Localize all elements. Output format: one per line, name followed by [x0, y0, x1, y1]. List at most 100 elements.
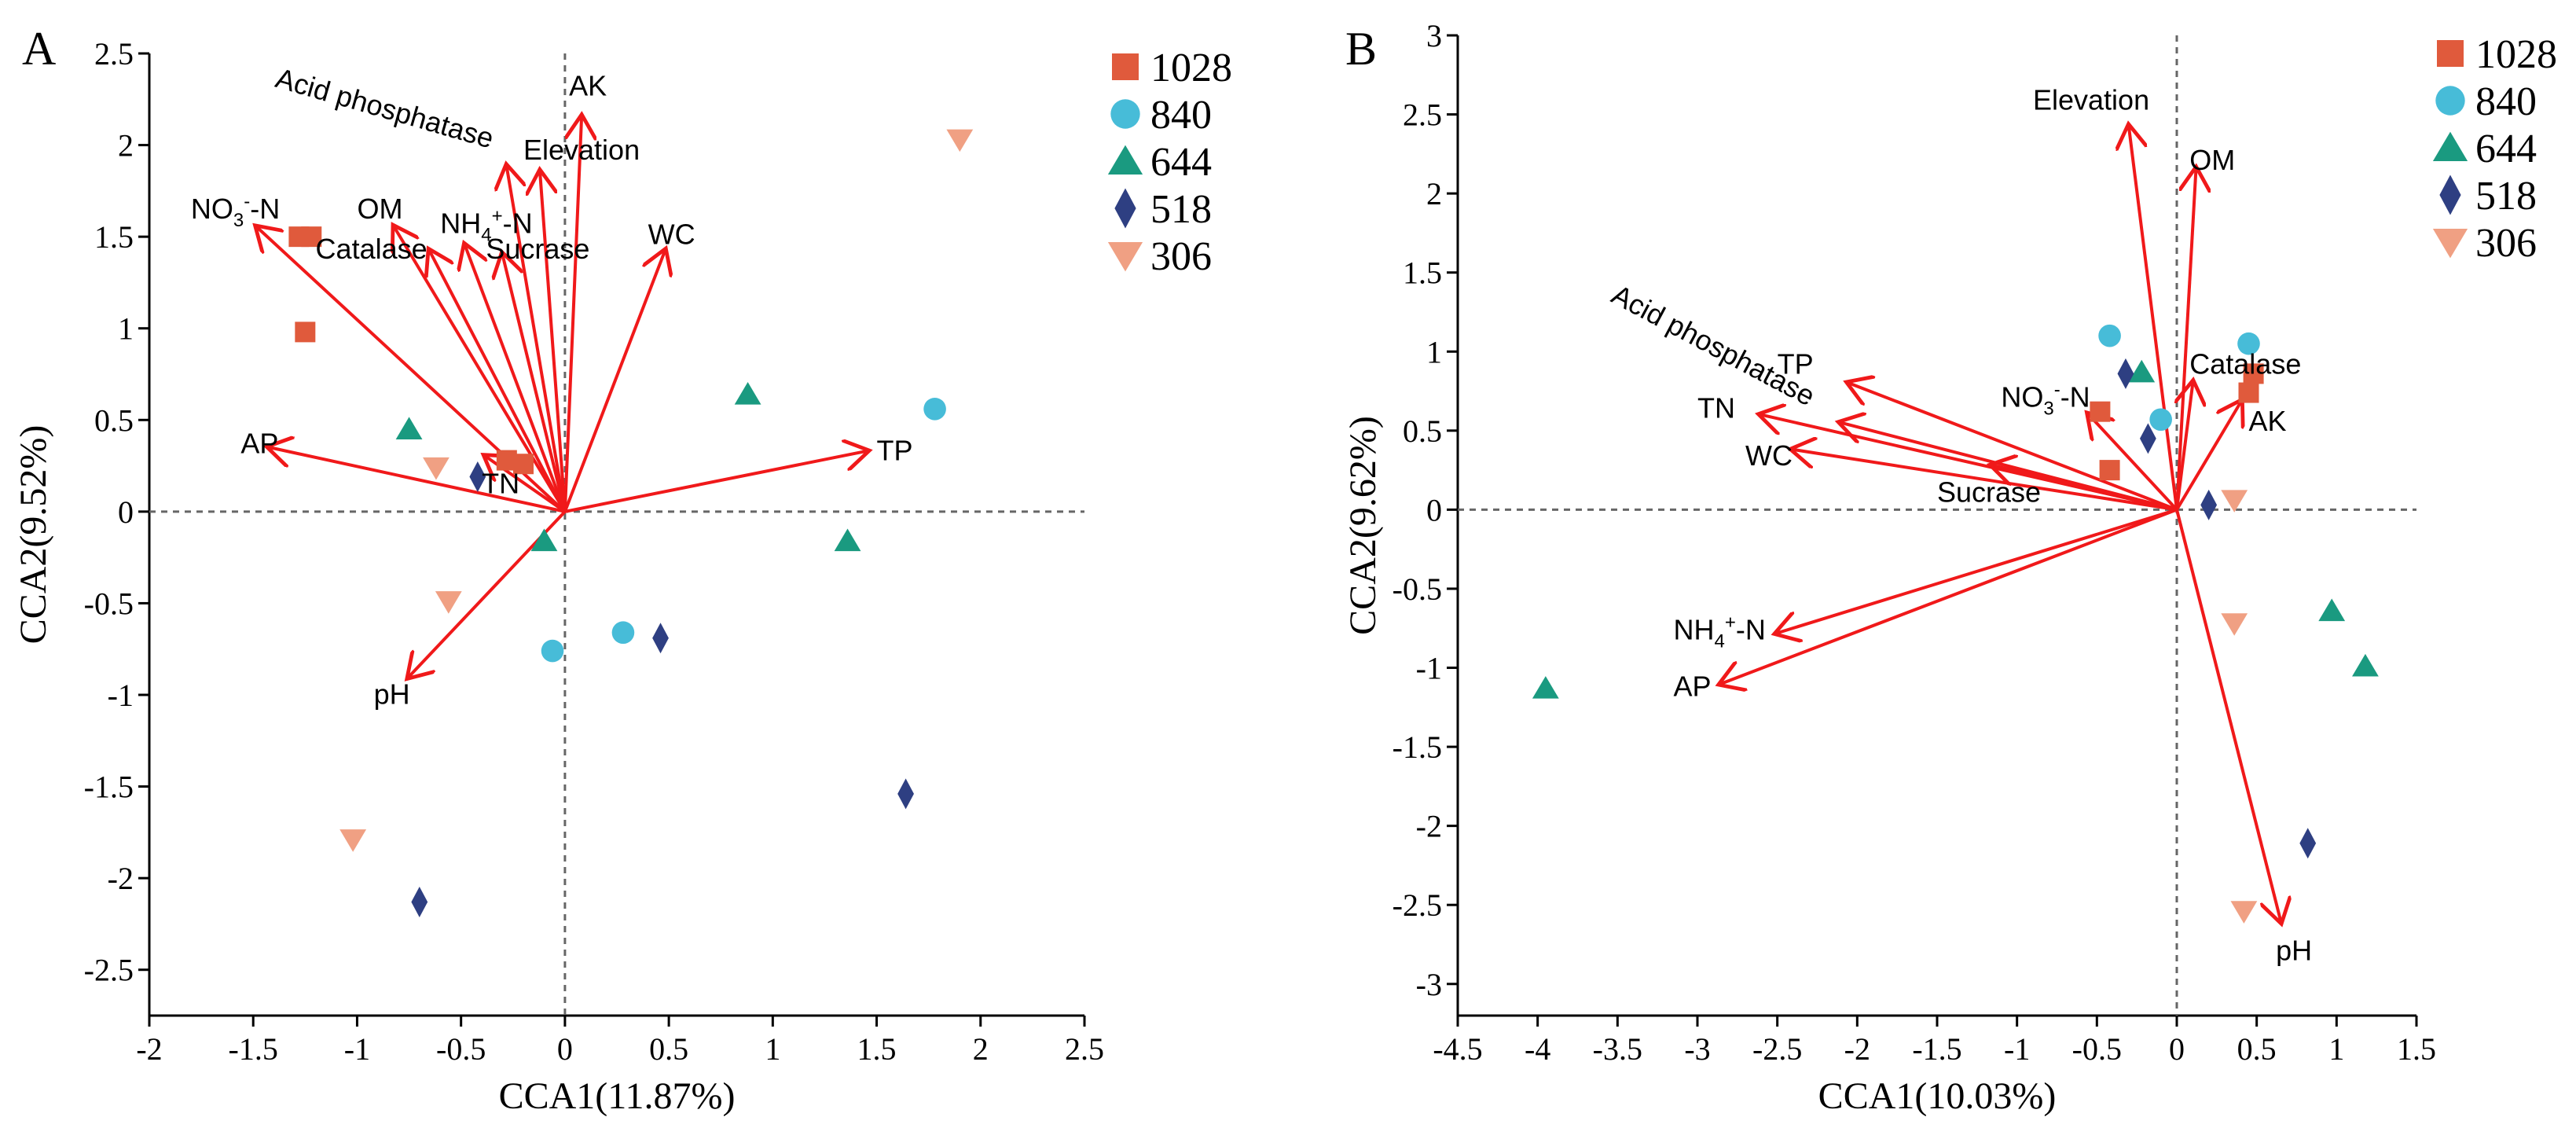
x-tick-label: 1: [2328, 1031, 2344, 1067]
data-point: [946, 129, 974, 152]
y-tick-label: 2.5: [1403, 97, 1442, 133]
legend-label: 306: [1150, 234, 1212, 279]
x-tick-label: -0.5: [2072, 1031, 2122, 1067]
vector-label: Sucrase: [486, 233, 589, 265]
legend-marker: [1107, 242, 1143, 272]
data-point: [530, 528, 558, 552]
data-point: [2099, 460, 2120, 481]
panel-b: B -4.5 -4 -3.5 -3 -2.5 -2 -1.5 -1 -0.5 0 0.5 1 1.5 -3 -…: [1342, 18, 2557, 1117]
panel-letter: B: [1345, 23, 1377, 75]
vector-label: TP: [877, 435, 913, 467]
data-point: [469, 461, 486, 493]
x-tick-label: -2.5: [1752, 1031, 1802, 1067]
x-tick-label: 1.5: [2397, 1031, 2436, 1067]
vector-arrow: [564, 451, 866, 513]
data-point: [2221, 490, 2248, 513]
y-tick-label: 1: [118, 311, 134, 347]
vector-label: WC: [1745, 439, 1793, 472]
vector-arrow: [563, 252, 665, 513]
y-tick-label: -2.5: [1393, 887, 1442, 923]
data-point: [2243, 363, 2264, 384]
data-point: [734, 382, 761, 405]
vector-arrow: [2129, 127, 2178, 510]
data-point: [652, 623, 669, 654]
data-point: [1532, 676, 1559, 699]
y-tick-label: 1.5: [94, 219, 134, 255]
y-tick-label: -1: [108, 678, 134, 713]
legend-marker: [2439, 175, 2461, 215]
x-tick-label: 0: [2169, 1031, 2185, 1067]
panel-a: A -2 -1.5 -1 -0.5 0 0.5 1 1.5 2 2.5 -2.5 -2 -1.5 -1 -0.…: [13, 23, 1232, 1117]
vector-label: NO3--N: [2001, 380, 2090, 420]
x-tick-label: -3.5: [1593, 1031, 1642, 1067]
vector-label: AK: [2249, 405, 2287, 437]
legend-marker: [1107, 145, 1143, 175]
vector-label: AK: [569, 70, 607, 102]
vector-label: WC: [648, 218, 695, 250]
vector-arrow: [2175, 509, 2281, 920]
x-tick-label: -1: [2004, 1031, 2030, 1067]
data-point: [2128, 359, 2156, 383]
vector-label: TP: [1778, 347, 1814, 380]
vector-label: Elevation: [2033, 84, 2149, 116]
data-point: [423, 457, 450, 480]
vector-label: AP: [240, 427, 278, 459]
data-point: [2352, 653, 2379, 677]
vector-label: AP: [1674, 671, 1712, 703]
legend-marker: [2432, 229, 2468, 259]
vector-arrow: [503, 255, 567, 513]
y-tick-label: 0.5: [94, 402, 134, 438]
vector-label: OM: [2189, 144, 2235, 176]
x-tick-label: -3: [1684, 1031, 1710, 1067]
x-tick-label: -4.5: [1433, 1031, 1482, 1067]
vector-arrow: [507, 167, 567, 513]
y-tick-label: -3: [1416, 967, 1442, 1002]
vector-label: NH4+-N: [440, 205, 532, 245]
vector-label: Catalase: [2189, 347, 2301, 380]
vector-arrow: [394, 227, 567, 513]
data-point: [2230, 901, 2258, 924]
vector-arrow: [540, 173, 567, 513]
legend-label: 644: [2475, 127, 2537, 171]
y-axis-title: CCA2(9.52%): [13, 425, 54, 645]
vector-arrow: [2089, 415, 2178, 511]
data-point: [513, 454, 534, 475]
vector-arrow: [2175, 402, 2240, 511]
x-tick-label: -2: [136, 1031, 162, 1067]
vector-arrow: [1778, 508, 2178, 633]
vector-label: Acid phosphatase: [272, 61, 497, 154]
x-tick-label: -1.5: [229, 1031, 278, 1067]
y-tick-label: 2: [118, 128, 134, 164]
y-tick-label: -1: [1416, 651, 1442, 686]
x-tick-label: -0.5: [436, 1031, 486, 1067]
vector-label: TN: [1697, 392, 1735, 424]
x-axis-title: CCA1(11.87%): [499, 1075, 736, 1117]
legend-label: 306: [2475, 221, 2537, 266]
data-point: [435, 591, 462, 614]
data-point: [2238, 382, 2259, 403]
data-point: [339, 829, 367, 852]
vector-arrow: [563, 118, 582, 512]
data-point: [2117, 358, 2134, 389]
data-point: [2237, 332, 2260, 355]
x-tick-label: -1.5: [1912, 1031, 1961, 1067]
y-tick-label: 3: [1426, 18, 1442, 53]
data-point: [395, 417, 423, 439]
data-point: [923, 397, 946, 421]
legend-marker: [1110, 99, 1140, 129]
x-axis-title: CCA1(10.03%): [1818, 1075, 2057, 1117]
vector-label: OM: [357, 193, 402, 225]
legend-label: 518: [2475, 174, 2537, 219]
legend-marker: [2437, 40, 2464, 67]
data-point: [295, 321, 316, 343]
legend-label: 518: [1150, 187, 1212, 232]
y-tick-label: -2.5: [84, 953, 134, 988]
x-tick-label: 0.5: [2237, 1031, 2277, 1067]
data-point: [834, 528, 861, 552]
y-tick-label: 0: [1426, 492, 1442, 527]
data-point: [541, 639, 564, 663]
data-point: [2221, 613, 2248, 636]
vector-arrow: [465, 246, 567, 513]
y-axis-title: CCA2(9.62%): [1342, 416, 1384, 635]
data-point: [611, 621, 635, 645]
